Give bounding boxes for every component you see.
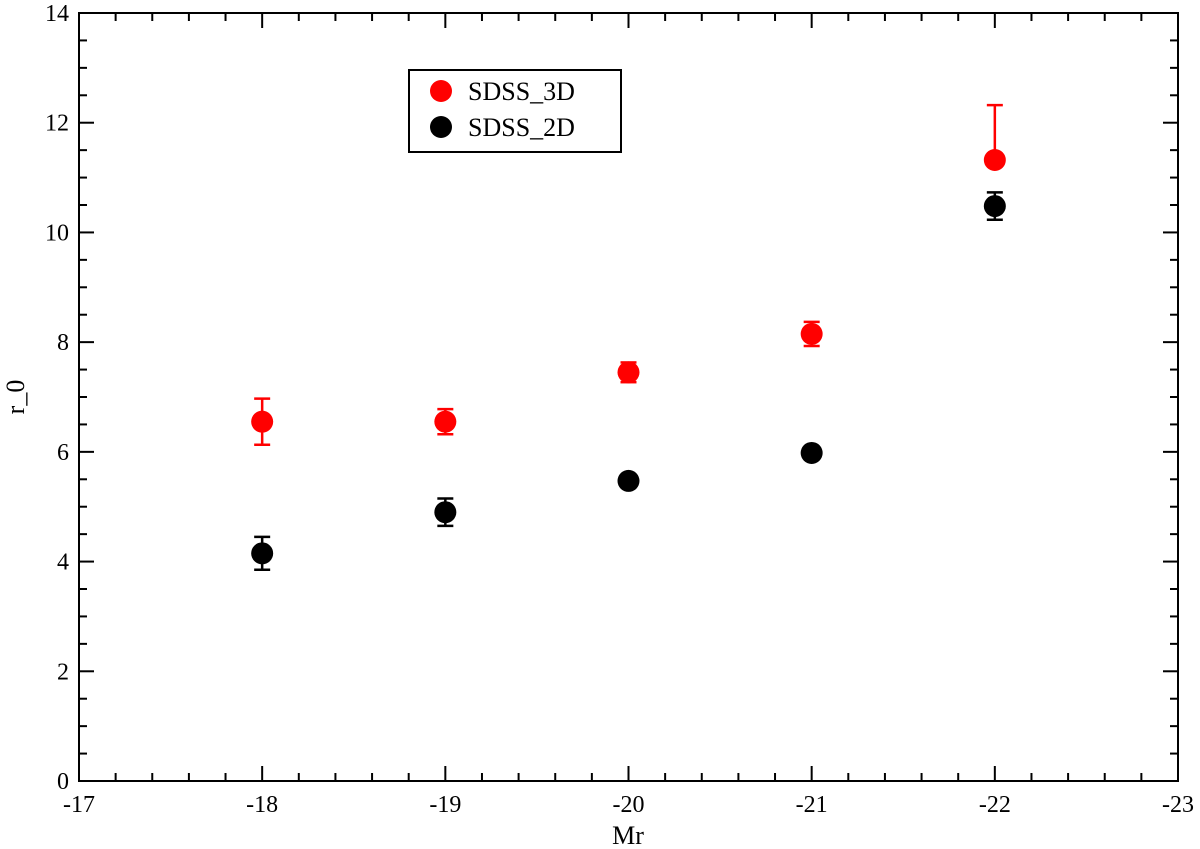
legend-marker-sdss-3d	[430, 80, 452, 102]
tick-labels: -17 -18 -19 -20 -21 -22 -23 0 2 4 6 8 10 12 14	[45, 1, 1194, 818]
data-point-sdss-3d	[983, 103, 1006, 172]
data-marks	[251, 103, 1006, 572]
plot-frame	[78, 12, 1179, 782]
legend: SDSS_3D SDSS_2D	[408, 69, 622, 153]
x-axis-label: Mr	[612, 821, 644, 849]
marker-sdss-2d	[617, 469, 640, 492]
x-tick-label: -20	[613, 792, 645, 818]
data-point-sdss-3d	[251, 397, 274, 446]
y-tick-label: 12	[45, 111, 69, 137]
marker-sdss-2d	[434, 501, 457, 524]
marker-sdss-3d	[251, 410, 274, 433]
marker-sdss-2d	[251, 542, 274, 565]
marker-sdss-2d	[800, 441, 823, 464]
marker-sdss-3d	[617, 361, 640, 384]
marker-sdss-3d	[800, 322, 823, 345]
y-tick-label: 8	[57, 330, 69, 356]
data-point-sdss-3d	[800, 320, 823, 348]
y-tick-label: 10	[45, 220, 69, 246]
data-point-sdss-3d	[434, 407, 457, 436]
x-tick-label: -17	[63, 792, 95, 818]
y-tick-label: 6	[57, 440, 69, 466]
y-axis-label: r_0	[1, 380, 30, 415]
x-tick-label: -19	[429, 792, 461, 818]
data-point-sdss-2d	[983, 191, 1006, 222]
marker-sdss-2d	[983, 195, 1006, 218]
y-tick-label: 14	[45, 1, 69, 27]
axis-ticks	[78, 12, 1179, 782]
x-tick-label: -22	[979, 792, 1011, 818]
x-tick-label: -23	[1162, 792, 1194, 818]
y-tick-label: 2	[57, 659, 69, 685]
data-point-sdss-3d	[617, 361, 640, 384]
y-tick-label: 0	[57, 769, 69, 795]
marker-sdss-3d	[434, 410, 457, 433]
y-tick-label: 4	[57, 550, 69, 576]
data-point-sdss-2d	[251, 535, 274, 572]
legend-label-sdss-3d: SDSS_3D	[468, 77, 575, 106]
x-tick-label: -21	[796, 792, 828, 818]
legend-label-sdss-2d: SDSS_2D	[468, 113, 575, 142]
data-point-sdss-2d	[434, 497, 457, 528]
data-point-sdss-2d	[800, 441, 823, 464]
x-tick-label: -18	[246, 792, 278, 818]
legend-marker-sdss-2d	[430, 116, 452, 138]
marker-sdss-3d	[983, 149, 1006, 172]
data-point-sdss-2d	[617, 469, 640, 492]
